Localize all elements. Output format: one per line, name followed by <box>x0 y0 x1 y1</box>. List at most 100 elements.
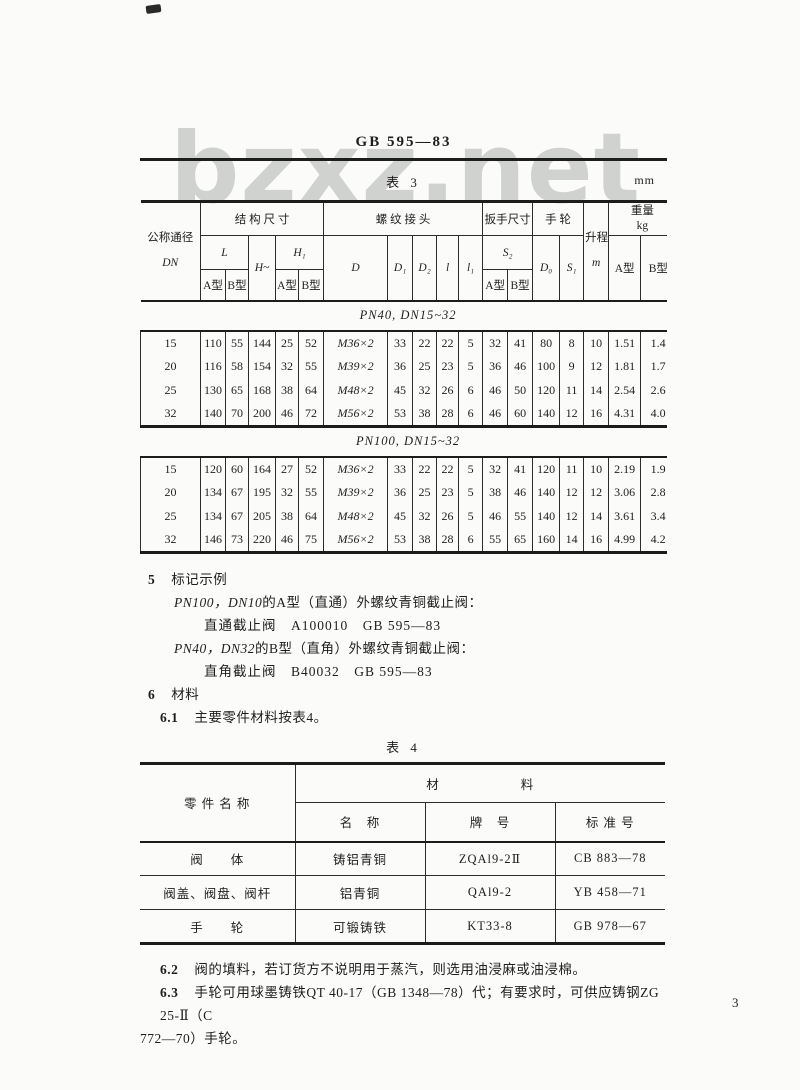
col-S1: S₁ <box>559 235 585 301</box>
table-cell: M36×2 <box>323 330 389 355</box>
table-cell: 23 <box>436 354 460 379</box>
table-cell: 10 <box>583 330 610 355</box>
table-row: 15 120 60 164 27 52 M36×2 33 22 22 5 32 41 120 11 10 2.1… <box>140 456 667 481</box>
col-lift: 升程 m <box>583 201 610 301</box>
table-cell: 4.0 <box>640 402 667 427</box>
section6-title: 材料 <box>171 687 200 702</box>
table-cell: 130 <box>200 378 226 403</box>
dn-symbol: DN <box>162 257 179 270</box>
table4: 零 件 名 称 材 料 名 称 牌 号 标 准 号 阀 体铸铝青铜 ZQAl9-2… <box>140 762 666 945</box>
clause-6-1: 6.1 主要零件材料按表4。 <box>160 706 667 729</box>
table-cell: 36 <box>482 354 509 379</box>
table-cell: 55 <box>225 330 249 355</box>
table-cell: 阀 体 <box>140 841 296 876</box>
table-cell: 116 <box>200 354 226 379</box>
col-group-handwheel: 手 轮 <box>532 201 585 236</box>
table-cell: 20 <box>140 480 201 505</box>
col-H1-typeB: B型 <box>297 269 325 301</box>
table-cell: 160 <box>532 528 561 553</box>
table-cell: 60 <box>225 456 249 481</box>
page-content: GB 595—83 表 3 mm 公称通径 <box>140 134 667 1046</box>
table-cell: CB 883—78 <box>554 841 666 876</box>
table-cell: 70 <box>225 402 249 427</box>
table-cell: 55 <box>297 354 325 379</box>
dn-label: 公称通径 <box>147 232 194 245</box>
note-6-3-number: 6.3 <box>160 985 179 1000</box>
col-l1: l₁ <box>458 235 484 301</box>
example2-spec-line: PN40，DN32的B型（直角）外螺纹青铜截止阀： <box>174 637 667 660</box>
table3-header: 公称通径 DN 结 构 尺 寸 螺 纹 接 头 扳手尺寸 手 轮 升程 m <box>140 201 667 301</box>
note-6-3: 6.3 手轮可用球墨铸铁QT 40-17（GB 1348—78）代；有要求时，可供… <box>160 981 667 1027</box>
table-cell: 50 <box>507 378 534 403</box>
example2-designation: 直角截止阀 B40032 GB 595—83 <box>204 664 433 679</box>
section5-number: 5 <box>148 572 156 587</box>
table-cell: 9 <box>559 354 585 379</box>
table-cell: 4.2 <box>640 528 667 553</box>
table-cell: 32 <box>275 480 299 505</box>
table-row: 25 134 67 205 38 64 M48×2 45 32 26 5 46 55 140 12 14 3.6… <box>140 504 667 529</box>
table-cell: ZQAl9-2Ⅱ <box>424 841 556 876</box>
col-D1: D₁ <box>387 235 414 301</box>
table-cell: 11 <box>559 378 585 403</box>
table-row: 25 130 65 168 38 64 M48×2 45 32 26 6 46 50 120 11 14 2.5… <box>140 378 667 403</box>
table-cell: 4.31 <box>608 402 642 427</box>
table-cell: 32 <box>140 402 201 427</box>
table-cell: 55 <box>297 480 325 505</box>
note-6-3-text: 手轮可用球墨铸铁QT 40-17（GB 1348—78）代；有要求时，可供应铸钢… <box>160 985 660 1023</box>
table-cell: 32 <box>482 456 509 481</box>
header-rule <box>140 158 667 161</box>
table-cell: 5 <box>458 330 484 355</box>
table4-data: 阀 体铸铝青铜 ZQAl9-2Ⅱ CB 883—78 阀盖、阀盘、阀杆 铝青铜 QAl9-… <box>140 841 666 944</box>
table-cell: 53 <box>387 402 414 427</box>
table-cell: 2.6 <box>640 378 667 403</box>
table-cell: 33 <box>387 330 414 355</box>
table-cell: 14 <box>559 528 585 553</box>
table-cell: 164 <box>248 456 276 481</box>
example1-description: 的A型（直通）外螺纹青铜截止阀： <box>262 595 483 610</box>
col-standard-number: 标 准 号 <box>554 802 666 842</box>
table-cell: M36×2 <box>323 456 389 481</box>
table-cell: 28 <box>436 402 460 427</box>
col-L-typeB: B型 <box>225 269 249 301</box>
table-cell: 6 <box>458 402 484 427</box>
table4-caption: 表 4 <box>386 740 421 755</box>
table-cell: 25 <box>140 504 201 529</box>
doc-number: GB 595—83 <box>355 134 452 150</box>
marking-section: 5 标记示例 PN100，DN10的A型（直通）外螺纹青铜截止阀： 直通截止阀 A… <box>140 568 667 729</box>
table-cell: 154 <box>248 354 276 379</box>
lift-symbol: m <box>591 257 601 270</box>
table-cell: 12 <box>559 504 585 529</box>
col-D: D <box>323 235 389 301</box>
table-cell: 15 <box>140 330 201 355</box>
table-cell: 140 <box>200 402 226 427</box>
table-cell: 65 <box>507 528 534 553</box>
table-cell: 28 <box>436 528 460 553</box>
table-cell: M39×2 <box>323 480 389 505</box>
col-group-wrench: 扳手尺寸 <box>482 201 534 236</box>
table-cell: 45 <box>387 504 414 529</box>
table-cell: 25 <box>412 480 438 505</box>
section5-heading: 5 标记示例 <box>148 568 667 591</box>
table-cell: 1.9 <box>640 456 667 481</box>
table-cell: 5 <box>458 354 484 379</box>
table-cell: M39×2 <box>323 354 389 379</box>
table-cell: 22 <box>412 330 438 355</box>
table-cell: M48×2 <box>323 378 389 403</box>
table-cell: 146 <box>200 528 226 553</box>
example1-spec: PN100，DN10 <box>174 595 263 610</box>
col-L-typeA: A型 <box>200 269 226 301</box>
table-cell: 38 <box>412 402 438 427</box>
table3-unit: mm <box>634 173 655 187</box>
col-H: H~ <box>248 235 276 301</box>
table-cell: 手 轮 <box>140 909 296 944</box>
section-title-text: PN40, DN15~32 <box>140 299 667 332</box>
col-L: L <box>200 235 249 270</box>
table-cell: 41 <box>507 456 534 481</box>
table-cell: 1.51 <box>608 330 642 355</box>
table-cell: 22 <box>412 456 438 481</box>
col-group-structure: 结 构 尺 寸 <box>199 201 325 236</box>
col-S2: S₂ <box>482 235 534 270</box>
table-cell: 36 <box>387 480 414 505</box>
table-cell: 32 <box>275 354 299 379</box>
table-cell: 26 <box>436 504 460 529</box>
